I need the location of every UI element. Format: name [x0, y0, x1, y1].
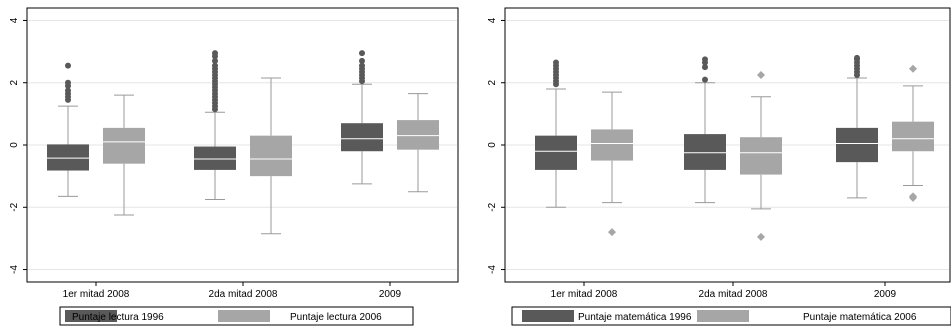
outlier-point [608, 228, 616, 237]
legend: Puntaje lectura 1996 Puntaje lectura 2006 [59, 306, 414, 326]
y-tick-label: -4 [9, 265, 20, 274]
chart-panel-2: -4 -2 0 2 4 1er mitad 2008 2da mitad 2008 2009 P… [487, 7, 951, 326]
box-iqr [892, 121, 934, 152]
outlier-point [65, 87, 71, 94]
box-iqr [684, 134, 726, 170]
outlier-point [909, 64, 917, 73]
legend: Puntaje matemática 1996 Puntaje matemátic… [511, 306, 951, 326]
box-series1 [47, 62, 89, 197]
x-tick-label: 1er mitad 2008 [63, 289, 130, 300]
y-tick-label: 4 [9, 17, 20, 23]
box-series1 [535, 59, 577, 208]
box-iqr [250, 135, 292, 177]
box-iqr [341, 123, 383, 152]
y-tick-label: 0 [487, 142, 498, 148]
legend-label: Puntaje matemática 2006 [803, 312, 917, 323]
legend-label: Puntaje lectura 2006 [290, 312, 382, 323]
box-series2 [103, 94, 145, 216]
x-tick-label: 2da mitad 2008 [699, 289, 768, 300]
outlier-point [359, 50, 365, 57]
y-tick-label: -2 [9, 202, 20, 211]
box-series2 [250, 77, 292, 235]
box-iqr [836, 127, 878, 163]
outlier-point [359, 57, 365, 64]
y-tick-label: -2 [487, 202, 498, 211]
box-iqr [740, 137, 782, 175]
x-tick-label: 2009 [874, 289, 897, 300]
box-series2 [591, 91, 633, 237]
outlier-point [212, 57, 218, 64]
outlier-point [757, 232, 765, 241]
outlier-point [702, 76, 708, 83]
box-iqr [103, 127, 145, 164]
x-tick-label: 1er mitad 2008 [551, 289, 618, 300]
box-series1 [836, 54, 878, 199]
legend-label: Puntaje lectura 1996 [72, 312, 164, 323]
box-series1 [341, 50, 383, 185]
legend-swatch [522, 310, 574, 322]
box-iqr [397, 120, 439, 150]
outlier-point [212, 50, 218, 57]
y-tick-label: 2 [487, 80, 498, 86]
box-iqr [47, 144, 89, 171]
box-series1 [684, 56, 726, 204]
legend-swatch [218, 310, 270, 322]
box-series1 [194, 50, 236, 200]
outlier-point [65, 79, 71, 86]
x-tick-label: 2009 [379, 289, 402, 300]
y-tick-label: -4 [487, 265, 498, 274]
outlier-point [909, 193, 917, 202]
legend-swatch [65, 310, 117, 322]
outlier-point [553, 59, 559, 66]
outlier-point [702, 64, 708, 71]
y-tick-label: 0 [9, 142, 20, 148]
outlier-point [757, 70, 765, 79]
box-series2 [740, 70, 782, 241]
y-tick-label: 2 [9, 80, 20, 86]
box-series2 [397, 93, 439, 193]
box-series2 [892, 64, 934, 202]
box-iqr [535, 135, 577, 170]
outlier-point [212, 62, 218, 69]
box-iqr [194, 146, 236, 170]
outlier-point [65, 62, 71, 69]
outlier-point [359, 62, 365, 69]
legend-label: Puntaje matemática 1996 [578, 312, 692, 323]
y-tick-label: 4 [487, 17, 498, 23]
outlier-point [702, 56, 708, 63]
box-iqr [591, 129, 633, 161]
x-tick-label: 2da mitad 2008 [209, 289, 278, 300]
legend-swatch [697, 310, 749, 322]
outlier-point [854, 54, 860, 61]
chart-panel-1: -4 -2 0 2 4 1er mitad 2008 2da mitad 2008 2009 P… [9, 7, 459, 326]
